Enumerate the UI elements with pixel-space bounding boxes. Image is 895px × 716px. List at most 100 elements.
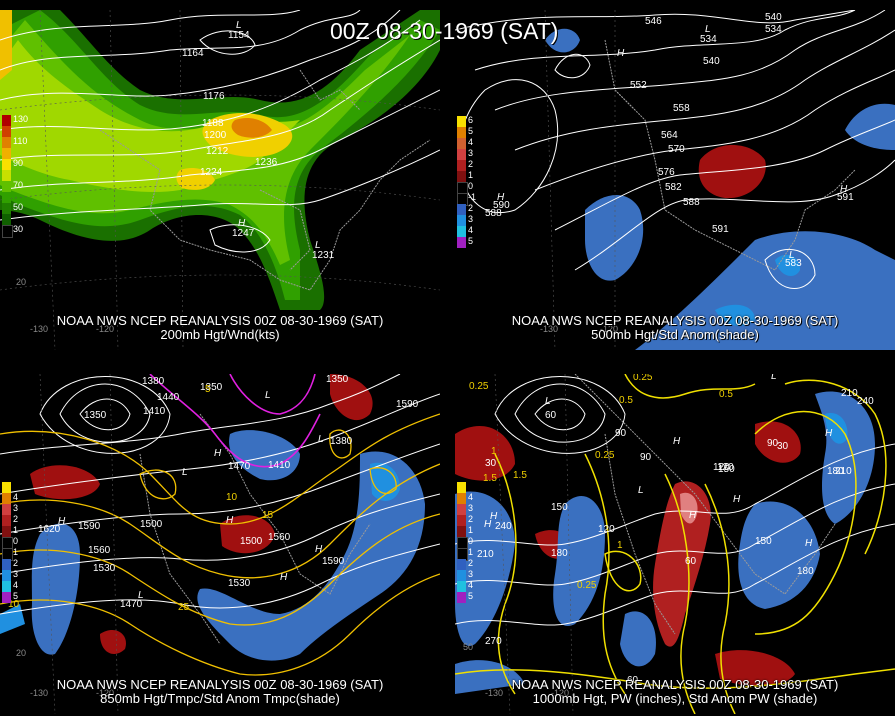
legend-swatch bbox=[2, 214, 11, 225]
legend-row: 30 bbox=[2, 224, 36, 238]
contour-label: 588 bbox=[683, 197, 700, 208]
contour-label: 1200 bbox=[204, 130, 227, 141]
legend-label: 2 bbox=[468, 514, 474, 524]
latitude-label: 20 bbox=[16, 277, 26, 287]
legend-row: 4 bbox=[457, 225, 491, 237]
legend-label: 1 bbox=[468, 170, 474, 180]
contour-label: 582 bbox=[665, 182, 682, 193]
legend-swatch bbox=[2, 137, 11, 148]
contour-label: 210 bbox=[477, 549, 494, 560]
legend-row: 0 bbox=[2, 536, 36, 550]
legend-label: 2 bbox=[13, 558, 19, 568]
high-pressure-marker: H bbox=[497, 192, 505, 203]
legend-label: 2 bbox=[13, 514, 19, 524]
legend-swatch bbox=[457, 215, 466, 226]
panel-subtitle: 1000mb Hgt, PW (inches), Std Anom PW (sh… bbox=[532, 691, 818, 706]
legend-row: 3 bbox=[457, 569, 491, 581]
contour-label: 558 bbox=[673, 103, 690, 114]
high-pressure-marker: H bbox=[733, 494, 741, 505]
legend-label: 4 bbox=[468, 580, 474, 590]
legend-row: 3 bbox=[457, 214, 491, 226]
contour-label: 590 bbox=[493, 200, 510, 211]
legend-label: 70 bbox=[13, 180, 24, 190]
legend-label: -1 bbox=[468, 192, 477, 202]
contour-label: 240 bbox=[857, 396, 874, 407]
legend-swatch bbox=[457, 127, 466, 138]
contour-label: 180 bbox=[827, 466, 844, 477]
panel-subtitle: 200mb Hgt/Wnd(kts) bbox=[160, 327, 280, 342]
contour-label: 540 bbox=[765, 12, 782, 23]
legend-label: 4 bbox=[13, 580, 19, 590]
legend-row: 2 bbox=[457, 514, 491, 526]
legend-row: 70 bbox=[2, 180, 36, 192]
legend-swatch bbox=[2, 482, 11, 493]
legend-label: 1 bbox=[468, 547, 474, 557]
contour-label: 60 bbox=[545, 410, 557, 421]
legend-swatch bbox=[457, 559, 466, 570]
longitude-label: -130 bbox=[485, 688, 503, 698]
contour-label: 546 bbox=[645, 16, 662, 27]
contour-label: 1620 bbox=[38, 524, 61, 535]
temperature-label: 10 bbox=[226, 492, 238, 503]
legend-row bbox=[2, 170, 36, 181]
legend-row: 2 bbox=[457, 203, 491, 215]
pw-label: 1 bbox=[491, 446, 497, 457]
high-pressure-marker: H bbox=[673, 436, 681, 447]
contour-label: 588 bbox=[485, 208, 502, 219]
contour-label: 570 bbox=[668, 144, 685, 155]
legend-row bbox=[2, 148, 36, 159]
legend-label: 5 bbox=[468, 126, 474, 136]
low-pressure-marker: L bbox=[789, 250, 795, 261]
longitude-label: -120 bbox=[600, 324, 618, 334]
contour-label: 150 bbox=[755, 536, 772, 547]
legend-swatch bbox=[457, 237, 466, 248]
high-pressure-marker: H bbox=[825, 428, 833, 439]
legend-row: 1 bbox=[2, 547, 36, 561]
contour-label: 591 bbox=[837, 192, 854, 203]
contour-label: 1560 bbox=[268, 532, 291, 543]
contour-label: 1470 bbox=[228, 461, 251, 472]
legend-swatch bbox=[2, 504, 11, 515]
panel-caption: NOAA NWS NCEP REANALYSIS 00Z 08-30-1969 … bbox=[511, 677, 839, 692]
legend-swatch bbox=[457, 160, 466, 171]
contour-label: 1350 bbox=[200, 382, 223, 393]
legend-row: 4 bbox=[457, 492, 491, 504]
legend-label: 5 bbox=[468, 591, 474, 601]
legend-row: -1 bbox=[457, 192, 491, 206]
legend-swatch bbox=[2, 148, 11, 159]
legend-label: 4 bbox=[13, 492, 19, 502]
contour-label: 1380 bbox=[142, 376, 165, 387]
legend-row: 110 bbox=[2, 136, 36, 148]
pw-label: 1 bbox=[617, 540, 623, 551]
pw-label: 0.5 bbox=[619, 395, 633, 406]
legend-label: 6 bbox=[468, 115, 474, 125]
longitude-label: -120 bbox=[551, 688, 569, 698]
high-pressure-marker: H bbox=[214, 448, 222, 459]
legend-label: 130 bbox=[13, 114, 29, 124]
legend-500mb: 6 5 4 3 2 1 0 -1 2 3 4 5 bbox=[457, 115, 491, 248]
map-850mb: 1350 1380 1410 1440 1470 1410 1380 1590 … bbox=[0, 374, 440, 714]
legend-row: 130 bbox=[2, 114, 36, 126]
legend-swatch bbox=[457, 581, 466, 592]
legend-row: 3 bbox=[2, 569, 36, 581]
legend-label: 0 bbox=[468, 181, 474, 191]
legend-row: 1 bbox=[2, 525, 36, 537]
legend-label: 50 bbox=[13, 202, 24, 212]
longitude-label: -130 bbox=[30, 324, 48, 334]
legend-swatch bbox=[457, 171, 466, 182]
pw-label: 0.25 bbox=[577, 580, 597, 591]
contour-label: 1154 bbox=[228, 30, 250, 41]
contour-label: 240 bbox=[495, 521, 512, 532]
contour-label: 576 bbox=[658, 167, 675, 178]
contour-label: 1560 bbox=[88, 545, 111, 556]
high-pressure-marker: H bbox=[805, 538, 813, 549]
legend-row: 2 bbox=[457, 159, 491, 171]
panel-subtitle: 850mb Hgt/Tmpc/Std Anom Tmpc(shade) bbox=[100, 691, 340, 706]
low-pressure-marker: L bbox=[182, 467, 188, 478]
legend-row: 1 bbox=[457, 170, 491, 182]
legend-swatch bbox=[457, 204, 466, 215]
contour-label: 564 bbox=[661, 130, 678, 141]
legend-label: 0 bbox=[468, 536, 474, 546]
